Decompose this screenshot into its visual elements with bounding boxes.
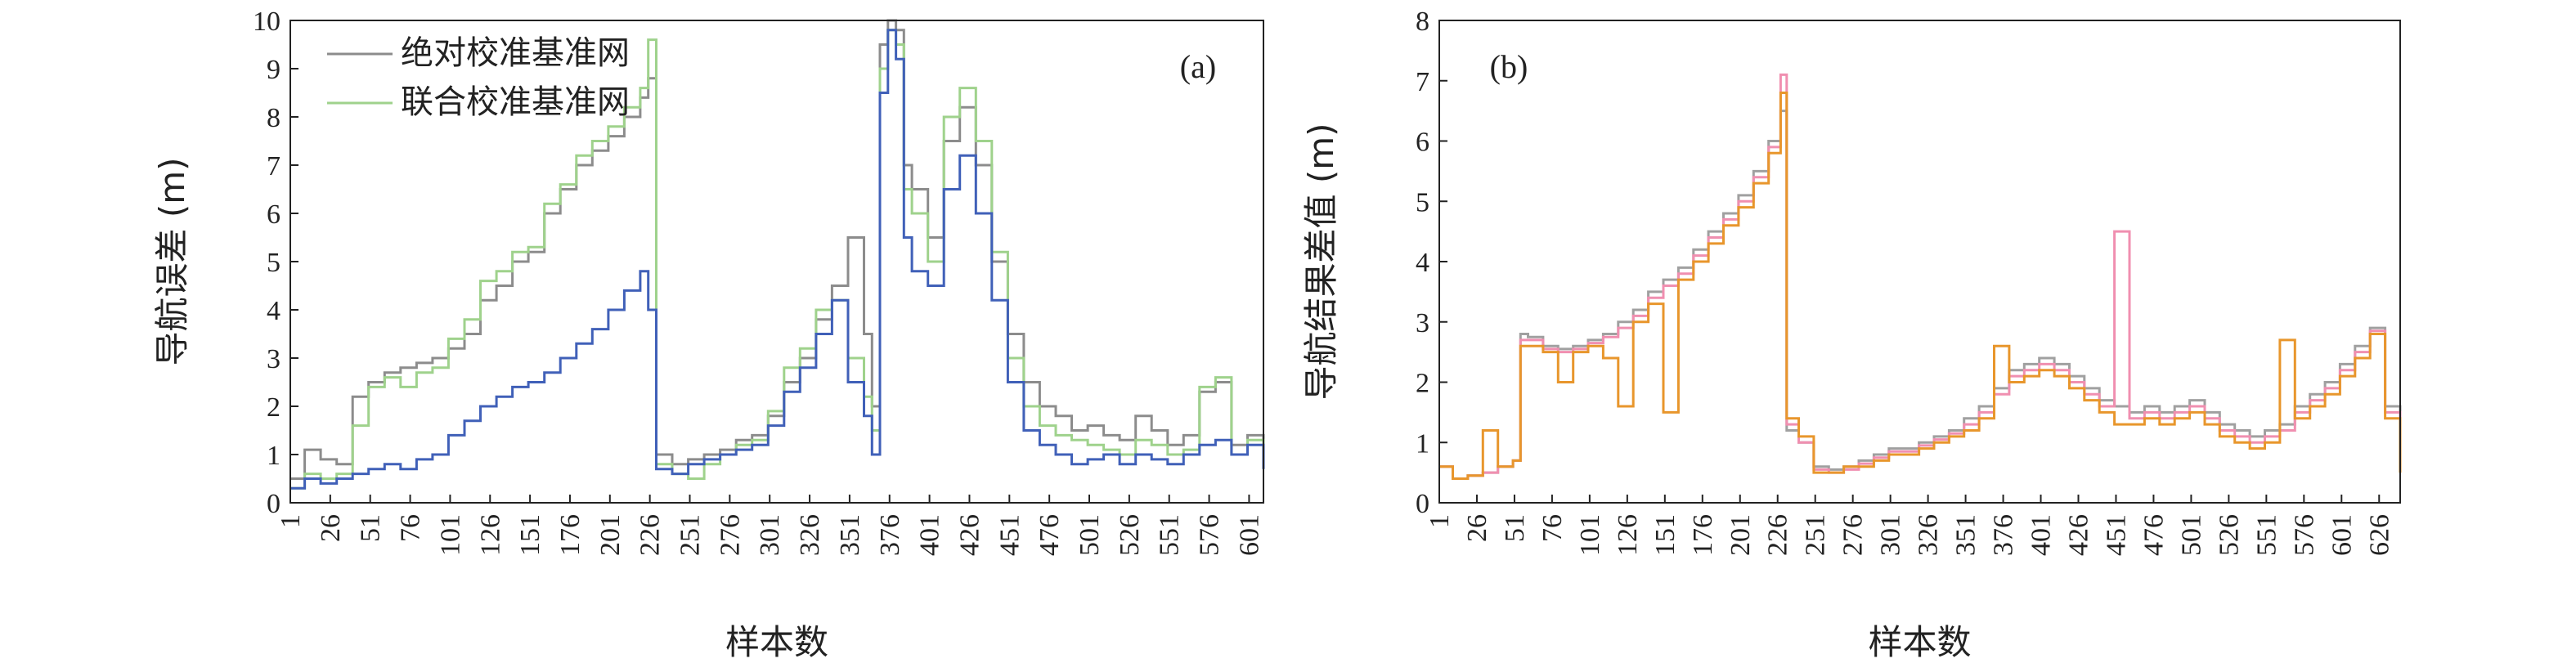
y-tick-label: 9 xyxy=(267,55,280,85)
x-tick-label: 1 xyxy=(276,514,306,528)
y-tick-label: 2 xyxy=(1416,369,1429,399)
x-tick-label: 251 xyxy=(675,514,706,556)
x-tick-label: 401 xyxy=(2026,514,2057,556)
y-tick-label: 7 xyxy=(1416,67,1429,97)
y-tick-label: 7 xyxy=(267,151,280,181)
x-tick-label: 101 xyxy=(435,514,465,556)
x-tick-label: 1 xyxy=(1425,514,1455,528)
x-tick-label: 451 xyxy=(2101,514,2131,556)
x-tick-label: 26 xyxy=(316,514,346,542)
x-tick-label: 626 xyxy=(2364,514,2394,556)
y-axis-title: 导航误差 (m) xyxy=(152,157,192,365)
x-tick-label: 151 xyxy=(515,514,545,556)
x-tick-label: 576 xyxy=(2289,514,2319,556)
x-tick-label: 301 xyxy=(755,514,785,556)
y-tick-label: 6 xyxy=(1416,128,1429,158)
panel-label: (a) xyxy=(1180,48,1216,85)
x-tick-label: 351 xyxy=(835,514,865,556)
series-line-2 xyxy=(1439,73,2402,480)
x-tick-label: 126 xyxy=(475,514,505,556)
legend-entry: 联合校准基准网 xyxy=(401,83,630,121)
y-tick-label: 0 xyxy=(1416,489,1429,519)
x-tick-label: 351 xyxy=(1951,514,1981,556)
x-tick-label: 476 xyxy=(2138,514,2169,556)
x-tick-label: 326 xyxy=(1914,514,1944,556)
y-tick-label: 6 xyxy=(267,199,280,230)
x-tick-label: 601 xyxy=(2327,514,2357,556)
x-tick-label: 526 xyxy=(1115,514,1145,556)
x-tick-label: 151 xyxy=(1650,514,1681,556)
y-tick-label: 3 xyxy=(267,344,280,374)
x-axis-title: 样本数 xyxy=(1868,622,1971,662)
y-tick-label: 5 xyxy=(267,248,280,278)
series-line-3 xyxy=(1439,92,2402,480)
x-tick-label: 376 xyxy=(875,514,905,556)
y-axis-title: 导航结果差值 (m) xyxy=(1301,123,1341,400)
x-tick-label: 476 xyxy=(1034,514,1065,556)
x-tick-label: 426 xyxy=(954,514,985,556)
y-tick-label: 3 xyxy=(1416,308,1429,338)
x-tick-label: 326 xyxy=(795,514,825,556)
x-tick-label: 426 xyxy=(2063,514,2094,556)
x-tick-label: 526 xyxy=(2214,514,2244,556)
series-line-3 xyxy=(290,29,1265,490)
x-tick-label: 601 xyxy=(1234,514,1264,556)
x-tick-label: 276 xyxy=(1838,514,1869,556)
x-tick-label: 226 xyxy=(1763,514,1793,556)
y-tick-label: 5 xyxy=(1416,187,1429,217)
series-line-1 xyxy=(1439,110,2402,480)
x-tick-label: 501 xyxy=(1075,514,1105,556)
y-tick-label: 2 xyxy=(267,392,280,423)
x-tick-label: 551 xyxy=(1155,514,1185,556)
x-tick-label: 376 xyxy=(1989,514,2019,556)
x-tick-label: 201 xyxy=(1726,514,1756,556)
x-tick-label: 301 xyxy=(1876,514,1906,556)
x-tick-label: 176 xyxy=(555,514,586,556)
y-tick-label: 1 xyxy=(1416,428,1429,459)
x-tick-label: 226 xyxy=(635,514,666,556)
x-tick-label: 251 xyxy=(1801,514,1831,556)
legend-entry: 绝对校准基准网 xyxy=(401,34,630,72)
y-tick-label: 1 xyxy=(267,441,280,471)
x-axis-title: 样本数 xyxy=(725,622,828,662)
x-tick-label: 276 xyxy=(715,514,745,556)
x-tick-label: 551 xyxy=(2251,514,2282,556)
x-tick-label: 201 xyxy=(595,514,626,556)
x-tick-label: 501 xyxy=(2176,514,2206,556)
y-tick-label: 0 xyxy=(267,489,280,519)
x-tick-label: 126 xyxy=(1613,514,1643,556)
x-tick-label: 176 xyxy=(1688,514,1718,556)
panel-label: (b) xyxy=(1490,48,1528,85)
x-tick-label: 576 xyxy=(1195,514,1225,556)
y-tick-label: 8 xyxy=(267,103,280,133)
y-tick-label: 4 xyxy=(267,296,280,326)
x-tick-label: 401 xyxy=(915,514,945,556)
y-tick-label: 10 xyxy=(253,7,280,37)
y-tick-label: 8 xyxy=(1416,7,1429,37)
x-tick-label: 26 xyxy=(1462,514,1492,542)
x-tick-label: 101 xyxy=(1575,514,1605,556)
y-tick-label: 4 xyxy=(1416,248,1429,278)
x-tick-label: 76 xyxy=(1537,514,1568,542)
x-tick-label: 51 xyxy=(1500,514,1530,542)
plot-frame xyxy=(1438,20,2401,504)
x-tick-label: 451 xyxy=(994,514,1025,556)
x-tick-label: 51 xyxy=(356,514,386,542)
x-tick-label: 76 xyxy=(396,514,426,542)
